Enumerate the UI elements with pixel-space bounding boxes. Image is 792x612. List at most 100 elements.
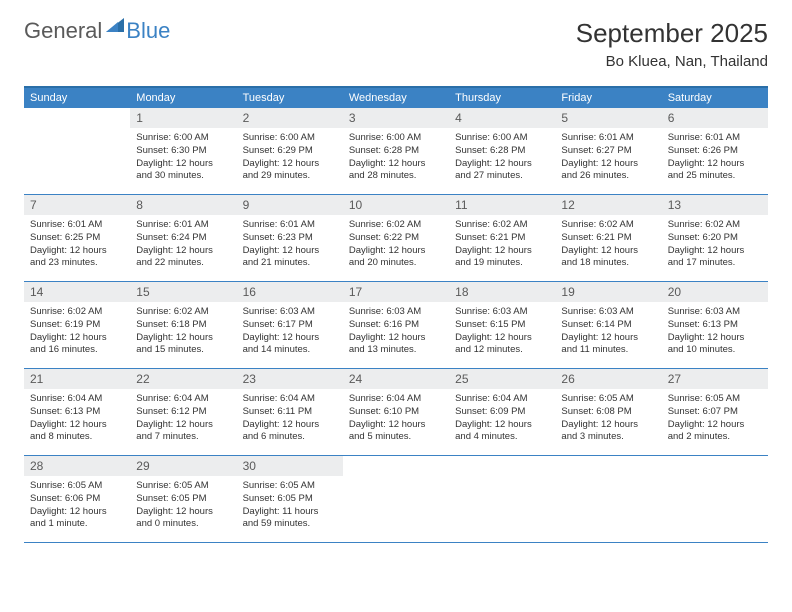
daylight-line-1: Daylight: 12 hours [561, 419, 655, 432]
sunrise-line: Sunrise: 6:03 AM [668, 306, 762, 319]
daylight-line-1: Daylight: 12 hours [455, 158, 549, 171]
day-cell: 3Sunrise: 6:00 AMSunset: 6:28 PMDaylight… [343, 108, 449, 194]
day-number: 30 [237, 456, 343, 476]
weekday-header: Tuesday [237, 88, 343, 108]
week-row: 14Sunrise: 6:02 AMSunset: 6:19 PMDayligh… [24, 282, 768, 369]
day-cell: 18Sunrise: 6:03 AMSunset: 6:15 PMDayligh… [449, 282, 555, 368]
location-subtitle: Bo Kluea, Nan, Thailand [576, 53, 768, 70]
weekday-header: Wednesday [343, 88, 449, 108]
daylight-line-2: and 6 minutes. [243, 431, 337, 444]
day-details: Sunrise: 6:04 AMSunset: 6:12 PMDaylight:… [130, 389, 236, 448]
daylight-line-2: and 7 minutes. [136, 431, 230, 444]
daylight-line-2: and 59 minutes. [243, 518, 337, 531]
sunrise-line: Sunrise: 6:03 AM [243, 306, 337, 319]
logo-word-1: General [24, 18, 102, 44]
day-number: 23 [237, 369, 343, 389]
day-cell: 11Sunrise: 6:02 AMSunset: 6:21 PMDayligh… [449, 195, 555, 281]
sunset-line: Sunset: 6:08 PM [561, 406, 655, 419]
day-number: 9 [237, 195, 343, 215]
day-number: 17 [343, 282, 449, 302]
daylight-line-2: and 3 minutes. [561, 431, 655, 444]
day-number: 21 [24, 369, 130, 389]
logo: General Blue [24, 18, 170, 44]
day-details: Sunrise: 6:05 AMSunset: 6:06 PMDaylight:… [24, 476, 130, 535]
daylight-line-2: and 8 minutes. [30, 431, 124, 444]
day-cell: 17Sunrise: 6:03 AMSunset: 6:16 PMDayligh… [343, 282, 449, 368]
day-details: Sunrise: 6:03 AMSunset: 6:17 PMDaylight:… [237, 302, 343, 361]
sunset-line: Sunset: 6:05 PM [136, 493, 230, 506]
day-details: Sunrise: 6:01 AMSunset: 6:24 PMDaylight:… [130, 215, 236, 274]
day-details: Sunrise: 6:02 AMSunset: 6:21 PMDaylight:… [449, 215, 555, 274]
day-number: 2 [237, 108, 343, 128]
daylight-line-2: and 17 minutes. [668, 257, 762, 270]
day-cell: 14Sunrise: 6:02 AMSunset: 6:19 PMDayligh… [24, 282, 130, 368]
day-details: Sunrise: 6:03 AMSunset: 6:16 PMDaylight:… [343, 302, 449, 361]
week-row: 7Sunrise: 6:01 AMSunset: 6:25 PMDaylight… [24, 195, 768, 282]
day-cell: 28Sunrise: 6:05 AMSunset: 6:06 PMDayligh… [24, 456, 130, 542]
weekday-header-row: SundayMondayTuesdayWednesdayThursdayFrid… [24, 88, 768, 108]
logo-word-2: Blue [126, 18, 170, 44]
day-number: 16 [237, 282, 343, 302]
sunset-line: Sunset: 6:23 PM [243, 232, 337, 245]
sunset-line: Sunset: 6:19 PM [30, 319, 124, 332]
day-details: Sunrise: 6:05 AMSunset: 6:07 PMDaylight:… [662, 389, 768, 448]
day-number: 13 [662, 195, 768, 215]
weekday-header: Sunday [24, 88, 130, 108]
sunrise-line: Sunrise: 6:02 AM [455, 219, 549, 232]
daylight-line-1: Daylight: 12 hours [243, 245, 337, 258]
day-details: Sunrise: 6:04 AMSunset: 6:11 PMDaylight:… [237, 389, 343, 448]
daylight-line-2: and 26 minutes. [561, 170, 655, 183]
sunrise-line: Sunrise: 6:00 AM [349, 132, 443, 145]
day-cell: 1Sunrise: 6:00 AMSunset: 6:30 PMDaylight… [130, 108, 236, 194]
daylight-line-1: Daylight: 12 hours [561, 245, 655, 258]
daylight-line-2: and 0 minutes. [136, 518, 230, 531]
weekday-header: Monday [130, 88, 236, 108]
day-cell: 21Sunrise: 6:04 AMSunset: 6:13 PMDayligh… [24, 369, 130, 455]
day-cell: 19Sunrise: 6:03 AMSunset: 6:14 PMDayligh… [555, 282, 661, 368]
day-details: Sunrise: 6:01 AMSunset: 6:23 PMDaylight:… [237, 215, 343, 274]
daylight-line-2: and 18 minutes. [561, 257, 655, 270]
daylight-line-1: Daylight: 12 hours [136, 245, 230, 258]
week-row: 28Sunrise: 6:05 AMSunset: 6:06 PMDayligh… [24, 456, 768, 543]
day-details: Sunrise: 6:03 AMSunset: 6:13 PMDaylight:… [662, 302, 768, 361]
sunset-line: Sunset: 6:14 PM [561, 319, 655, 332]
sunset-line: Sunset: 6:05 PM [243, 493, 337, 506]
sunrise-line: Sunrise: 6:05 AM [243, 480, 337, 493]
day-cell: 12Sunrise: 6:02 AMSunset: 6:21 PMDayligh… [555, 195, 661, 281]
day-number: 4 [449, 108, 555, 128]
day-cell: 29Sunrise: 6:05 AMSunset: 6:05 PMDayligh… [130, 456, 236, 542]
sunrise-line: Sunrise: 6:02 AM [136, 306, 230, 319]
day-details: Sunrise: 6:00 AMSunset: 6:28 PMDaylight:… [343, 128, 449, 187]
daylight-line-1: Daylight: 12 hours [243, 158, 337, 171]
sunset-line: Sunset: 6:27 PM [561, 145, 655, 158]
day-number: 15 [130, 282, 236, 302]
day-details: Sunrise: 6:05 AMSunset: 6:05 PMDaylight:… [130, 476, 236, 535]
daylight-line-2: and 20 minutes. [349, 257, 443, 270]
day-cell [555, 456, 661, 542]
daylight-line-1: Daylight: 12 hours [136, 332, 230, 345]
day-cell [662, 456, 768, 542]
day-cell: 22Sunrise: 6:04 AMSunset: 6:12 PMDayligh… [130, 369, 236, 455]
sunset-line: Sunset: 6:30 PM [136, 145, 230, 158]
day-details: Sunrise: 6:02 AMSunset: 6:22 PMDaylight:… [343, 215, 449, 274]
calendar-grid: SundayMondayTuesdayWednesdayThursdayFrid… [24, 86, 768, 543]
day-details: Sunrise: 6:04 AMSunset: 6:13 PMDaylight:… [24, 389, 130, 448]
daylight-line-2: and 5 minutes. [349, 431, 443, 444]
day-cell: 24Sunrise: 6:04 AMSunset: 6:10 PMDayligh… [343, 369, 449, 455]
daylight-line-1: Daylight: 12 hours [668, 419, 762, 432]
day-number: 7 [24, 195, 130, 215]
day-cell: 10Sunrise: 6:02 AMSunset: 6:22 PMDayligh… [343, 195, 449, 281]
daylight-line-1: Daylight: 12 hours [455, 419, 549, 432]
sunset-line: Sunset: 6:17 PM [243, 319, 337, 332]
sunrise-line: Sunrise: 6:04 AM [30, 393, 124, 406]
day-details: Sunrise: 6:01 AMSunset: 6:25 PMDaylight:… [24, 215, 130, 274]
sunset-line: Sunset: 6:25 PM [30, 232, 124, 245]
daylight-line-1: Daylight: 12 hours [349, 245, 443, 258]
sunrise-line: Sunrise: 6:03 AM [561, 306, 655, 319]
daylight-line-1: Daylight: 12 hours [455, 332, 549, 345]
day-details: Sunrise: 6:04 AMSunset: 6:10 PMDaylight:… [343, 389, 449, 448]
day-number: 28 [24, 456, 130, 476]
day-number: 3 [343, 108, 449, 128]
sunset-line: Sunset: 6:06 PM [30, 493, 124, 506]
sunrise-line: Sunrise: 6:01 AM [561, 132, 655, 145]
